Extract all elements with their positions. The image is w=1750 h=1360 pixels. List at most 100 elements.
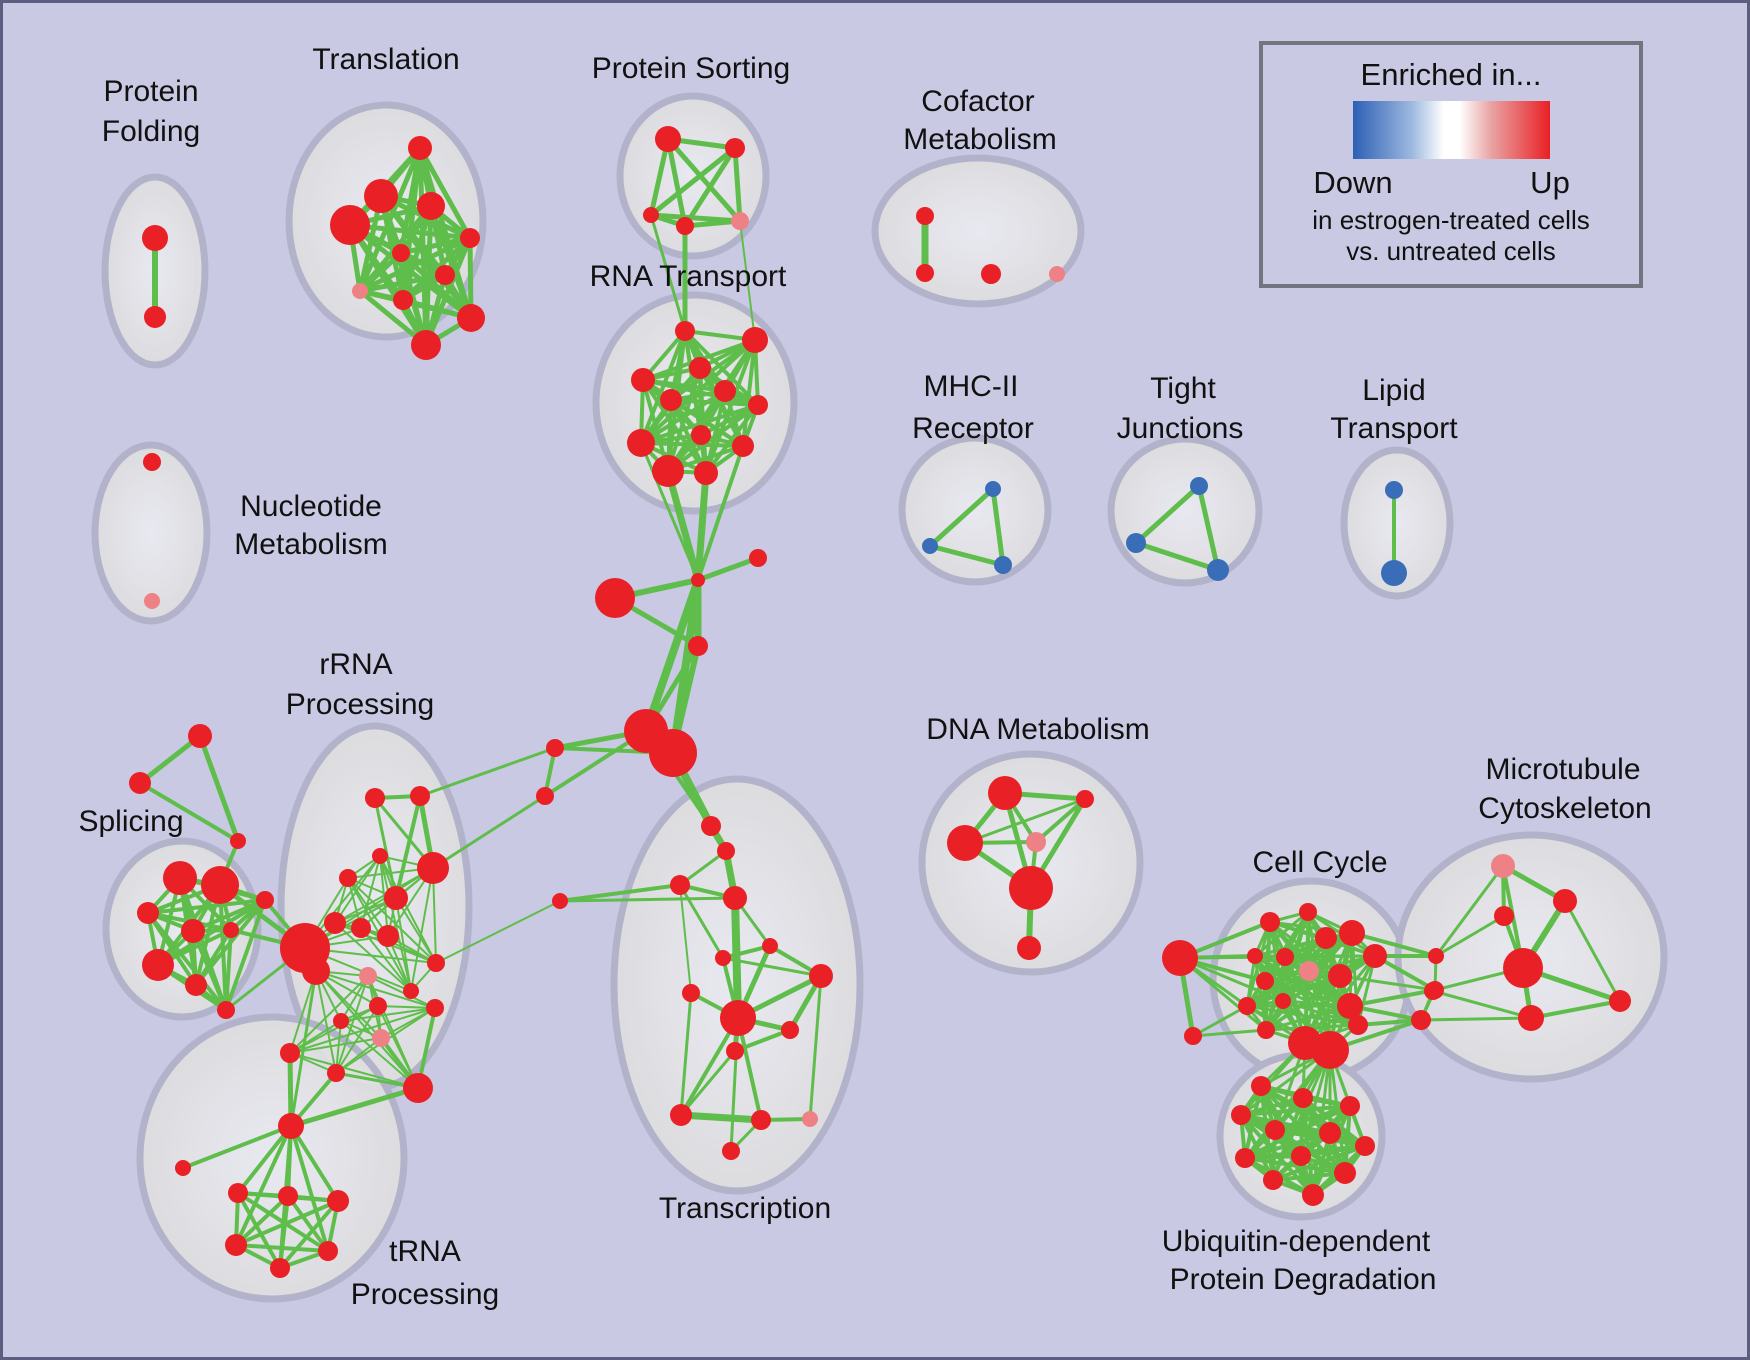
node-r2	[410, 786, 430, 806]
node-r3	[372, 848, 388, 864]
edge	[649, 213, 687, 333]
node-k9	[1328, 964, 1352, 988]
node-nm2	[144, 593, 160, 609]
edge	[156, 898, 267, 967]
edge	[234, 1124, 293, 1247]
node-s9	[256, 891, 274, 909]
node-p1	[691, 573, 705, 587]
edge	[1243, 1156, 1347, 1175]
edge	[1434, 914, 1506, 958]
edge	[289, 1052, 419, 1089]
edge	[679, 991, 693, 1117]
edge	[417, 145, 473, 241]
edge	[197, 733, 241, 844]
edge	[410, 867, 434, 992]
edge	[739, 220, 756, 341]
node-k14	[1337, 993, 1363, 1019]
cluster-label-tight-junctions-line2: Junctions	[1117, 412, 1244, 445]
cluster-label-microtubule-cytoskeleton-line1: Microtubule	[1485, 753, 1640, 786]
edge	[377, 1005, 419, 1089]
edge	[1253, 910, 1310, 958]
edge	[236, 1124, 293, 1195]
node-rhub2	[302, 957, 330, 985]
node-cf3	[981, 264, 1001, 284]
node-s8	[217, 1001, 235, 1019]
node-p3	[749, 549, 767, 567]
node-b9	[1291, 1146, 1311, 1166]
node-ps3	[643, 207, 659, 223]
node-u7	[1609, 990, 1631, 1012]
edge	[394, 794, 422, 900]
node-r7	[324, 912, 346, 934]
edge	[234, 1194, 290, 1247]
node-tr5	[460, 228, 480, 248]
node-k11	[1238, 997, 1256, 1015]
node-p4	[688, 636, 708, 656]
node-w5	[225, 1234, 247, 1256]
edge	[1299, 1144, 1367, 1158]
edge	[641, 378, 708, 475]
node-k7	[1299, 961, 1319, 981]
node-d4	[682, 984, 700, 1002]
node-u1	[1491, 854, 1515, 878]
edge	[695, 555, 761, 583]
node-w2	[228, 1183, 248, 1203]
node-k10	[1363, 944, 1387, 968]
cluster-ellipse-nucleotide-metabolism	[91, 441, 211, 625]
edge	[236, 1191, 330, 1253]
node-h2	[649, 729, 697, 777]
edge	[1350, 931, 1438, 958]
node-k5	[1247, 948, 1263, 964]
node-e2	[751, 1110, 771, 1130]
node-u5	[1424, 982, 1442, 1000]
edge	[315, 970, 436, 1009]
node-rt2	[742, 327, 768, 353]
edge	[642, 576, 702, 735]
edge	[1264, 1023, 1360, 1032]
edge	[721, 956, 823, 978]
node-b3	[1340, 1096, 1360, 1116]
node-mh2	[922, 538, 938, 554]
legend-down-label: Down	[1313, 165, 1393, 200]
node-r9	[377, 925, 399, 947]
edge	[679, 1049, 737, 1117]
edge	[1264, 1004, 1352, 1032]
cluster-label-dna-metabolism-line1: DNA Metabolism	[926, 713, 1149, 746]
edge	[1239, 1104, 1352, 1117]
edge	[639, 403, 760, 445]
legend-caption-line2: vs. untreated cells	[1346, 236, 1556, 266]
node-k6	[1276, 948, 1294, 966]
edge	[1133, 540, 1221, 573]
cluster-label-tight-junctions-line1: Tight	[1150, 372, 1216, 405]
node-w6	[318, 1241, 338, 1261]
node-r1	[365, 788, 385, 808]
edge	[236, 1191, 282, 1270]
node-e4	[722, 1142, 740, 1160]
edge	[558, 883, 682, 903]
node-e3	[802, 1111, 818, 1127]
edge	[1245, 954, 1377, 1008]
cluster-label-mhc-ii-receptor-line1: MHC-II	[924, 370, 1019, 403]
edge	[639, 441, 745, 448]
node-f1	[1162, 940, 1198, 976]
node-s3	[137, 902, 159, 924]
node-st2	[129, 772, 151, 794]
legend-up-label: Up	[1530, 165, 1570, 200]
cluster-label-lipid-transport-line2: Transport	[1330, 412, 1458, 445]
edge	[278, 1194, 290, 1270]
node-rt10	[732, 435, 754, 457]
edge	[138, 781, 240, 843]
edge	[335, 975, 369, 1074]
edge	[1311, 1048, 1332, 1197]
node-tj3	[1207, 559, 1229, 581]
cluster-label-trna-processing-line1: tRNA	[389, 1235, 461, 1268]
node-s5	[223, 922, 239, 938]
node-m2	[1076, 790, 1094, 808]
cluster-label-microtubule-cytoskeleton-line2: Cytoskeleton	[1478, 792, 1651, 825]
edge	[1283, 954, 1377, 959]
node-s6	[142, 949, 174, 981]
node-d1	[715, 950, 731, 966]
cluster-ellipse-mhc-ii-receptor	[898, 434, 1052, 586]
edge	[357, 272, 448, 294]
cluster-ellipse-lipid-transport	[1340, 446, 1454, 600]
